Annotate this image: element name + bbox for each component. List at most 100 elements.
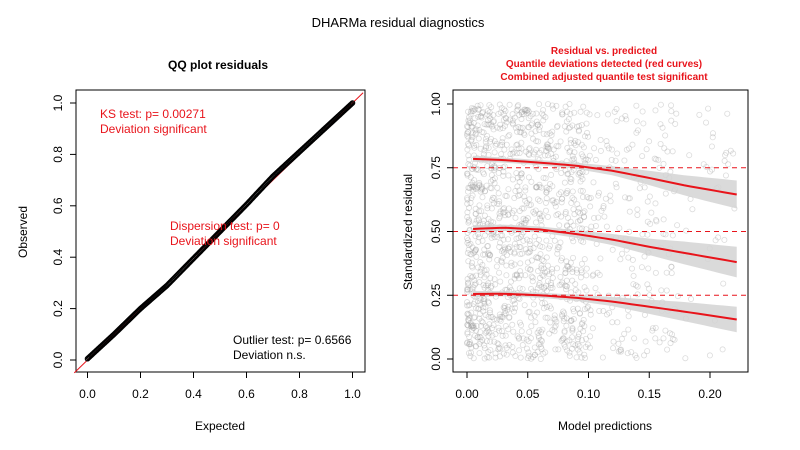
residual-point [486,307,493,314]
residual-point [520,335,527,342]
residual-point [496,269,503,276]
residual-point [557,239,564,246]
residual-point [464,128,471,135]
residual-point [543,254,550,261]
residual-point [513,243,520,250]
residual-point [562,266,569,273]
residual-point [515,123,522,130]
residual-point [530,208,537,215]
residual-point [480,169,487,176]
residual-point [496,311,503,318]
residual-point [569,265,576,272]
residual-point [563,322,570,329]
residual-point [643,146,650,153]
qq-x-tick-label: 0.8 [291,387,308,401]
residual-point [465,316,472,323]
residual-point [475,105,482,112]
residual-point [563,118,570,125]
residual-point [575,171,582,178]
residual-point [595,214,602,221]
residual-point [581,256,588,263]
residual-point [556,191,563,198]
residual-point [580,103,587,110]
residual-point [501,205,508,212]
residual-point [517,354,524,361]
residual-point [496,344,503,351]
residual-point [573,269,580,276]
residual-point [564,283,571,290]
residual-point [464,214,471,221]
residual-point [569,325,576,332]
residual-point [619,250,626,257]
residual-point [538,213,545,220]
residual-point [570,238,577,245]
residual-point [500,304,507,311]
residual-point [498,104,505,111]
residual-point [467,111,474,118]
residual-point [555,143,562,150]
residual-point [601,213,608,220]
residual-point [517,260,524,267]
residual-point [612,180,619,187]
residual-point [551,237,558,244]
residual-point [495,341,502,348]
residual-point [492,350,499,357]
quantile-curve [473,292,737,321]
residual-point [526,266,533,273]
residual-point [467,181,474,188]
residual-point [510,308,517,315]
residual-point [488,282,495,289]
residual-point [562,210,569,217]
residual-point [464,146,471,153]
residual-point [634,283,641,290]
residual-point [588,223,595,230]
rvp-title-line3: Combined adjusted quantile test signific… [500,72,708,83]
residual-point [477,301,484,308]
residual-point [472,127,479,134]
residual-point [464,286,471,293]
residual-point [642,338,649,345]
residual-point [564,170,571,177]
residual-point [464,322,471,329]
residual-point [470,107,477,114]
residual-point [543,195,550,202]
residual-point [543,189,550,196]
residual-point [506,131,513,138]
residual-point [464,299,471,306]
residual-point [510,121,517,128]
residual-point [528,323,535,330]
residual-point [525,174,532,181]
residual-point [468,195,475,202]
residual-point [500,350,507,357]
residual-point [555,346,562,353]
residual-point [498,259,505,266]
residual-point [634,291,641,298]
qq-x-ticks: 0.0 0.2 0.4 0.6 0.8 1.0 [79,371,361,401]
residual-point [546,303,553,310]
residual-point [569,153,576,160]
residual-point [486,252,493,259]
residual-point [464,130,471,137]
residual-point [562,286,569,293]
residual-point [535,121,542,128]
residual-point [488,205,495,212]
residual-point [621,330,628,337]
residual-point [573,354,580,361]
residual-point [577,217,584,224]
residual-point [554,246,561,253]
residual-point [481,246,488,253]
qq-y-ticks: 0.0 0.2 0.4 0.6 0.8 1.0 [51,94,77,368]
rvp-y-tick-label: 0.25 [429,283,443,307]
residual-point [488,178,495,185]
residual-point [574,336,581,343]
residual-point [484,202,491,209]
residual-point [657,140,664,147]
residual-point [595,192,602,199]
residual-point [626,145,633,152]
residual-point [468,321,475,328]
residual-point [544,144,551,151]
residual-point [481,251,488,258]
residual-point [513,107,520,114]
residual-point [587,203,594,210]
residual-point [533,146,540,153]
